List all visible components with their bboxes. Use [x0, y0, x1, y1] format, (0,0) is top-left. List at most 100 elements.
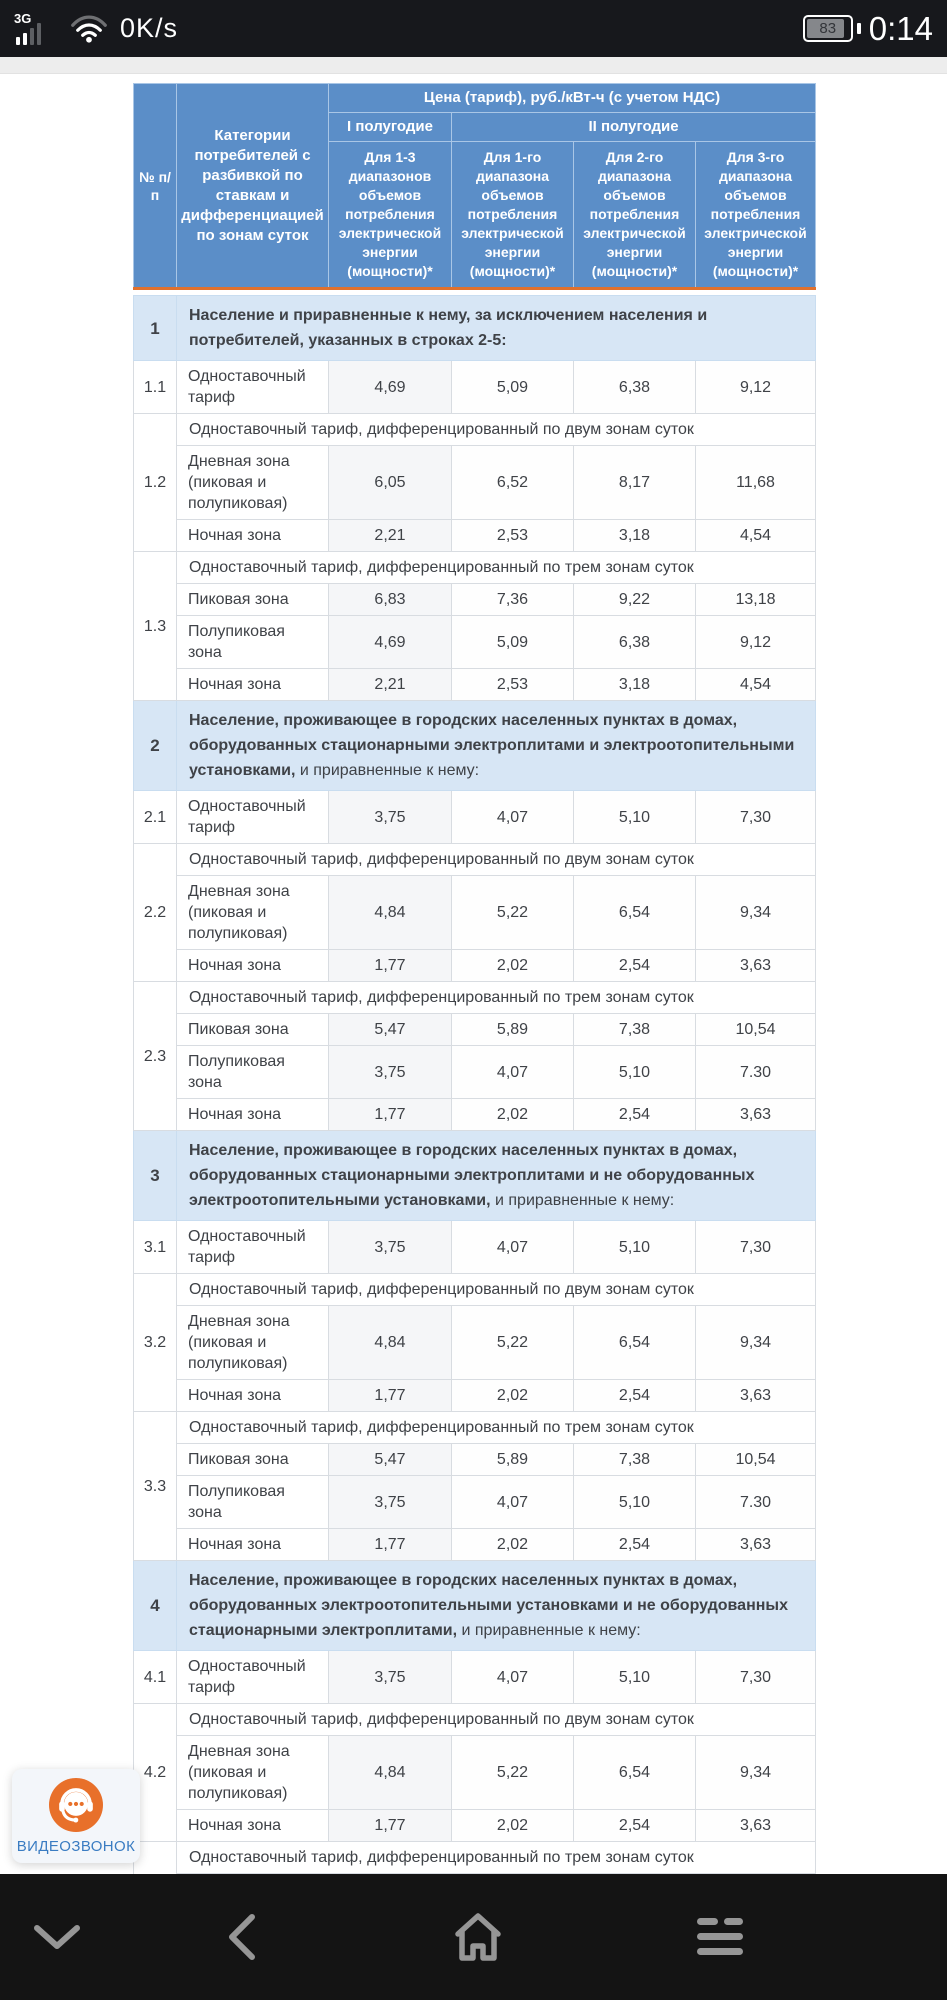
price-cell: 5,89	[451, 1443, 574, 1476]
subheader-row: 1.2 Одноставочный тариф, дифференцирован…	[133, 413, 817, 552]
price-cell: 3,63	[694, 1379, 817, 1412]
price-cell: 10,54	[694, 1873, 817, 1874]
price-cell: 4,07	[451, 1475, 574, 1529]
table-row: Пиковая зона 5,47 5,89 7,38 10,54	[134, 1443, 817, 1476]
subheader-label: Одноставочный тариф, дифференцированный …	[175, 551, 817, 584]
price-cell: 2,54	[573, 949, 696, 982]
price-cell: 6,54	[573, 875, 696, 950]
table-row: Ночная зона 1,77 2,02 2,54 3,63	[134, 949, 817, 982]
price-cell: 7,36	[451, 583, 574, 616]
header-range-2: Для 2-го диапазона объемов потребления э…	[573, 141, 696, 289]
row-label: Ночная зона	[176, 519, 329, 552]
subheader-label: Одноставочный тариф, дифференцированный …	[175, 413, 817, 446]
subheader-row: 4.3 Одноставочный тариф, дифференцирован…	[133, 1841, 817, 1874]
price-cell: 5,22	[451, 875, 574, 950]
table-row: Дневная зона (пиковая и полупиковая) 4,8…	[134, 875, 817, 950]
table-row: Полупиковая зона 3,75 4,07 5,10 7.30	[134, 1045, 817, 1099]
price-cell: 6,05	[328, 445, 452, 520]
status-clock: 0:14	[868, 9, 933, 47]
price-cell: 8,17	[573, 445, 696, 520]
row-number: 3.3	[133, 1411, 177, 1561]
price-cell: 4,07	[451, 1220, 574, 1274]
price-cell: 3,75	[328, 1650, 452, 1704]
price-cell: 3,75	[328, 1220, 452, 1274]
home-button[interactable]	[448, 1874, 508, 2000]
row-label: Дневная зона (пиковая и полупиковая)	[176, 875, 329, 950]
subheader-label: Одноставочный тариф, дифференцированный …	[175, 1703, 817, 1736]
table-row: Ночная зона 2,21 2,53 3,18 4,54	[134, 668, 817, 701]
status-bar: 3G 0K/s 83 0:14	[0, 0, 947, 57]
row-label: Дневная зона (пиковая и полупиковая)	[176, 1735, 329, 1810]
keyboard-hide-button[interactable]	[27, 1874, 87, 2000]
menu-button[interactable]	[690, 1874, 750, 2000]
price-cell: 2,54	[573, 1528, 696, 1561]
price-cell: 4,07	[451, 790, 574, 844]
row-label: Ночная зона	[176, 1379, 329, 1412]
price-cell: 5,22	[451, 1735, 574, 1810]
price-cell: 3,63	[694, 1528, 817, 1561]
price-cell: 4,69	[328, 360, 452, 414]
subheader-row: 3.3 Одноставочный тариф, дифференцирован…	[133, 1411, 817, 1561]
battery-icon: 83	[802, 15, 853, 42]
row-label: Ночная зона	[176, 1098, 329, 1131]
price-cell: 4,84	[328, 875, 452, 950]
subheader-row: 1.3 Одноставочный тариф, дифференцирован…	[133, 551, 817, 701]
row-label: Ночная зона	[176, 949, 329, 982]
video-call-label: ВИДЕОЗВОНОК	[16, 1837, 136, 1855]
page-top-strip	[0, 57, 947, 74]
network-type-label: 3G	[14, 10, 32, 26]
row-number: 2.3	[133, 981, 177, 1131]
chevron-down-icon	[34, 1925, 80, 1949]
row-label: Ночная зона	[176, 668, 329, 701]
video-call-button[interactable]: ВИДЕОЗВОНОК	[12, 1769, 140, 1863]
row-label: Полупиковая зона	[176, 1045, 329, 1099]
section-number: 3	[133, 1130, 177, 1221]
price-cell: 5,10	[573, 1475, 696, 1529]
row-label: Полупиковая зона	[176, 615, 329, 669]
price-cell: 6,54	[573, 1305, 696, 1380]
subheader-label: Одноставочный тариф, дифференцированный …	[175, 981, 817, 1014]
row-label: Пиковая зона	[176, 1443, 329, 1476]
price-cell: 3,63	[694, 1098, 817, 1131]
row-label: Одноставочный тариф	[176, 360, 329, 414]
back-chevron-icon	[229, 1914, 255, 1960]
price-cell: 4,07	[451, 1650, 574, 1704]
cell-signal-icon: 3G	[14, 11, 58, 47]
price-cell: 4,54	[694, 519, 817, 552]
table-row: Пиковая зона 6,83 7,36 9,22 13,18	[134, 583, 817, 616]
price-cell: 7,38	[573, 1443, 696, 1476]
section-number: 1	[133, 295, 177, 361]
row-number: 1.3	[133, 551, 177, 701]
row-number: 3.1	[133, 1220, 177, 1274]
price-cell: 2,54	[573, 1809, 696, 1842]
header-price-title: Цена (тариф), руб./кВт-ч (с учетом НДС)	[327, 83, 817, 113]
price-cell: 2,02	[451, 1098, 574, 1131]
price-cell: 9,12	[694, 615, 817, 669]
section-number: 4	[133, 1560, 177, 1651]
price-cell: 9,34	[694, 1735, 817, 1810]
price-cell: 7,30	[694, 1220, 817, 1274]
price-cell: 2,53	[451, 519, 574, 552]
price-cell: 2,53	[451, 668, 574, 701]
network-speed: 0K/s	[120, 13, 179, 43]
row-label: Одноставочный тариф	[176, 790, 329, 844]
price-cell: 1,77	[328, 1379, 452, 1412]
price-cell: 7,30	[694, 790, 817, 844]
header-row-number: № п/п	[133, 83, 177, 289]
row-label: Дневная зона (пиковая и полупиковая)	[176, 1305, 329, 1380]
wifi-icon	[71, 14, 107, 43]
price-cell: 9,12	[694, 360, 817, 414]
subheader-label: Одноставочный тариф, дифференцированный …	[175, 1841, 817, 1874]
section-row: 3 Население, проживающее в городских нас…	[133, 1130, 817, 1221]
price-cell: 3,75	[328, 1045, 452, 1099]
header-half2: II полугодие	[450, 112, 817, 142]
battery-percent: 83	[819, 20, 837, 37]
table-row: Полупиковая зона 3,75 4,07 5,10 7.30	[134, 1475, 817, 1529]
back-button[interactable]	[211, 1874, 271, 2000]
price-cell: 1,77	[328, 1528, 452, 1561]
price-cell: 2,02	[451, 1379, 574, 1412]
row-number: 2.1	[133, 790, 177, 844]
price-cell: 1,77	[328, 949, 452, 982]
price-cell: 1,77	[328, 1809, 452, 1842]
subheader-label: Одноставочный тариф, дифференцированный …	[175, 1273, 817, 1306]
